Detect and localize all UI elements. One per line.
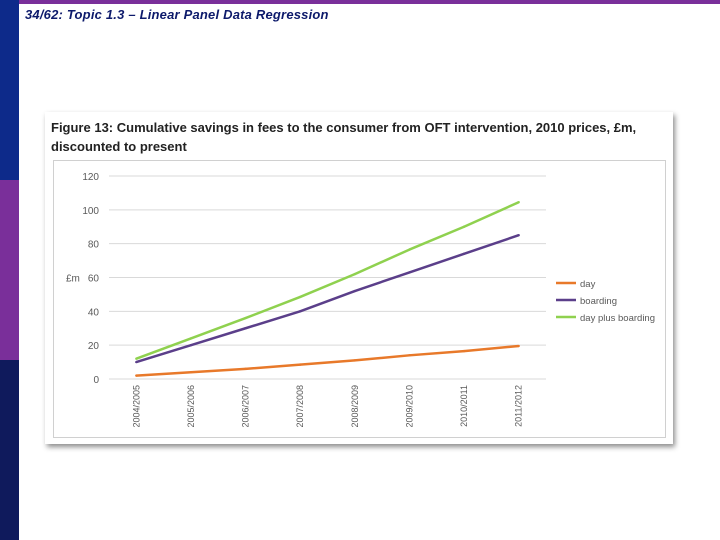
data-point-day-plus-boarding [353,272,357,276]
data-point-day-plus-boarding [135,357,138,360]
data-point-boarding [298,310,302,313]
data-point-boarding [353,289,357,293]
data-point-day-plus-boarding [517,201,520,204]
data-point-day [462,349,466,353]
chart-frame: 0 20 40 60 80 100 120 £m 2004/2005 2005/2006 2006/… [53,160,666,438]
series-line-day [136,344,519,377]
figure-caption: Figure 13: Cumulative savings in fees to… [51,120,637,154]
data-point-day-plus-boarding [298,295,302,299]
y-tick-label: 80 [88,240,100,251]
x-tick-label: 2005/2006 [186,385,196,428]
data-point-boarding [135,360,138,364]
legend-label: day plus boarding [580,313,655,324]
y-tick-label: 40 [88,307,100,318]
figure-panel: Figure 13: Cumulative savings in fees to… [45,112,673,444]
x-tick-label: 2007/2008 [295,385,305,428]
data-point-boarding [462,252,466,256]
slide-title: 34/62: Topic 1.3 – Linear Panel Data Reg… [25,7,329,22]
data-point-day [298,363,302,366]
data-point-day-plus-boarding [408,248,411,251]
left-stripe-top [0,0,19,180]
left-stripe-bottom [0,360,19,540]
data-point-day [244,367,247,371]
legend-label: day [580,279,596,290]
x-tick-label: 2006/2007 [241,385,251,428]
x-tick-label: 2010/2011 [459,385,469,427]
data-point-boarding [189,343,193,347]
series-line-boarding [135,234,520,364]
data-point-day-plus-boarding [189,337,193,340]
y-tick-label: 120 [82,172,99,183]
y-tick-label: 100 [82,206,99,217]
data-point-boarding [244,327,247,330]
series-line-day-plus-boarding [135,201,520,360]
data-point-day [408,354,411,357]
data-point-day [517,344,520,348]
left-stripe-middle [0,180,19,360]
data-point-day-plus-boarding [244,316,247,320]
data-point-boarding [408,271,411,274]
x-tick-label: 2009/2010 [404,385,414,428]
x-tick-label: 2004/2005 [131,385,141,428]
data-point-day [353,359,357,362]
x-tick-label: 2011/2012 [514,385,524,427]
y-tick-label: 60 [88,274,100,285]
data-point-day-plus-boarding [462,225,466,228]
y-tick-label: 0 [93,375,99,386]
y-tick-label: 20 [88,341,100,352]
legend-label: boarding [580,296,617,307]
y-axis-label: £m [66,274,80,285]
data-point-day [189,371,193,374]
line-chart: 0 20 40 60 80 100 120 £m 2004/2005 2005/2006 2006/… [66,172,655,428]
x-tick-label: 2008/2009 [350,385,360,428]
top-accent-bar [19,0,720,4]
data-point-boarding [517,234,520,237]
data-point-day [135,374,138,377]
